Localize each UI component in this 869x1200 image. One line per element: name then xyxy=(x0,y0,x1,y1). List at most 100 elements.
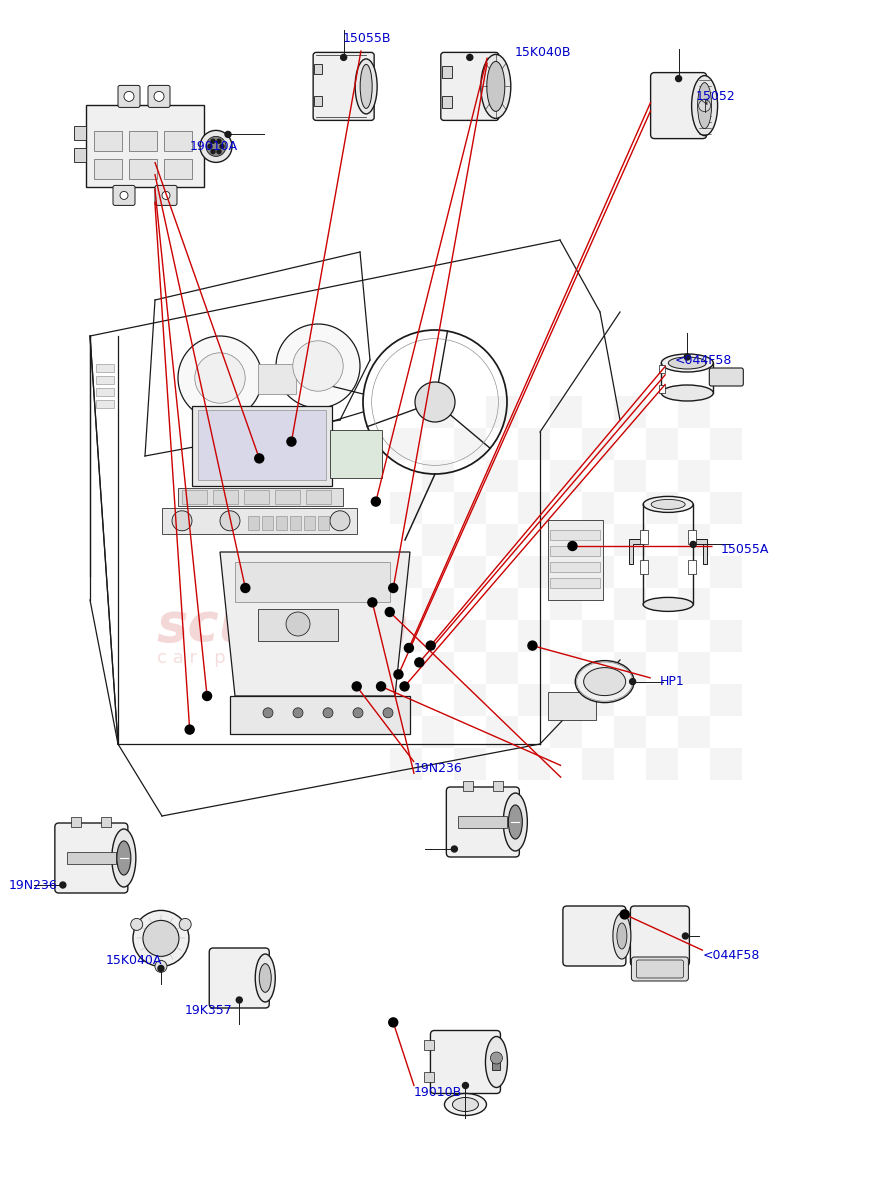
Bar xyxy=(646,556,677,588)
FancyBboxPatch shape xyxy=(209,948,269,1008)
Bar xyxy=(517,428,549,460)
Ellipse shape xyxy=(355,59,377,114)
Circle shape xyxy=(200,131,232,162)
Bar xyxy=(517,748,549,780)
Ellipse shape xyxy=(444,1093,486,1116)
Text: 15K040B: 15K040B xyxy=(514,47,571,59)
Bar xyxy=(262,516,273,530)
FancyBboxPatch shape xyxy=(630,906,688,966)
Bar xyxy=(441,96,451,108)
Circle shape xyxy=(426,641,434,650)
Circle shape xyxy=(178,336,262,420)
Bar xyxy=(303,516,315,530)
Bar xyxy=(162,508,356,534)
Bar xyxy=(94,132,122,151)
Circle shape xyxy=(155,960,167,972)
FancyBboxPatch shape xyxy=(562,906,625,966)
Bar xyxy=(421,716,454,748)
Circle shape xyxy=(241,583,249,593)
Circle shape xyxy=(394,670,402,679)
Ellipse shape xyxy=(481,54,510,119)
Bar xyxy=(517,620,549,652)
Bar xyxy=(709,620,741,652)
Bar xyxy=(614,588,646,620)
FancyBboxPatch shape xyxy=(113,185,135,205)
Circle shape xyxy=(404,643,413,653)
Bar xyxy=(329,430,381,478)
Bar xyxy=(454,492,486,524)
Ellipse shape xyxy=(660,385,713,401)
Bar xyxy=(192,406,332,486)
Ellipse shape xyxy=(255,954,275,1002)
Bar xyxy=(492,1054,500,1070)
Bar xyxy=(549,524,581,556)
Bar xyxy=(486,652,517,684)
Text: 19N236: 19N236 xyxy=(414,762,462,774)
Circle shape xyxy=(262,708,273,718)
Bar xyxy=(421,460,454,492)
Bar xyxy=(709,492,741,524)
Circle shape xyxy=(329,511,349,530)
Bar xyxy=(289,516,301,530)
Ellipse shape xyxy=(691,76,717,136)
FancyBboxPatch shape xyxy=(650,72,706,138)
Bar xyxy=(677,716,709,748)
Text: 15K040A: 15K040A xyxy=(106,954,163,966)
Bar xyxy=(71,817,82,827)
Circle shape xyxy=(388,1018,397,1027)
Bar xyxy=(306,490,330,504)
Circle shape xyxy=(172,511,192,530)
Circle shape xyxy=(162,191,169,199)
Ellipse shape xyxy=(503,793,527,851)
Bar xyxy=(389,748,421,780)
FancyBboxPatch shape xyxy=(708,368,742,386)
Circle shape xyxy=(286,612,309,636)
Circle shape xyxy=(133,911,189,966)
Circle shape xyxy=(341,54,346,60)
Bar xyxy=(389,684,421,716)
Bar xyxy=(164,132,192,151)
Circle shape xyxy=(353,708,362,718)
Bar xyxy=(74,126,86,140)
Circle shape xyxy=(124,91,134,102)
Bar xyxy=(614,716,646,748)
Bar xyxy=(549,562,600,572)
Bar xyxy=(640,560,647,575)
Circle shape xyxy=(179,918,191,930)
Bar xyxy=(486,588,517,620)
Ellipse shape xyxy=(452,1098,478,1111)
Bar xyxy=(547,692,595,720)
Bar xyxy=(659,385,665,392)
Bar xyxy=(547,520,602,600)
Circle shape xyxy=(400,682,408,691)
Bar xyxy=(424,1072,434,1082)
Circle shape xyxy=(467,54,472,60)
Ellipse shape xyxy=(650,499,685,509)
Bar xyxy=(96,388,114,396)
FancyBboxPatch shape xyxy=(118,85,140,108)
Bar xyxy=(248,516,259,530)
Bar xyxy=(659,365,665,373)
Ellipse shape xyxy=(583,667,625,696)
Circle shape xyxy=(220,144,223,149)
Bar xyxy=(389,556,421,588)
Circle shape xyxy=(322,708,333,718)
FancyBboxPatch shape xyxy=(313,53,374,120)
Text: 19010B: 19010B xyxy=(414,1086,461,1098)
Circle shape xyxy=(462,1082,468,1088)
Bar xyxy=(421,396,454,428)
Circle shape xyxy=(376,682,385,691)
Circle shape xyxy=(293,708,302,718)
Circle shape xyxy=(415,382,454,422)
Text: 19010A: 19010A xyxy=(189,140,237,152)
Circle shape xyxy=(567,541,576,551)
Bar xyxy=(581,684,614,716)
Bar xyxy=(677,524,709,556)
Circle shape xyxy=(130,918,143,930)
Circle shape xyxy=(208,144,212,149)
Bar xyxy=(229,696,409,734)
Circle shape xyxy=(415,658,423,667)
Circle shape xyxy=(216,150,221,154)
Bar xyxy=(687,530,695,545)
Bar xyxy=(677,652,709,684)
